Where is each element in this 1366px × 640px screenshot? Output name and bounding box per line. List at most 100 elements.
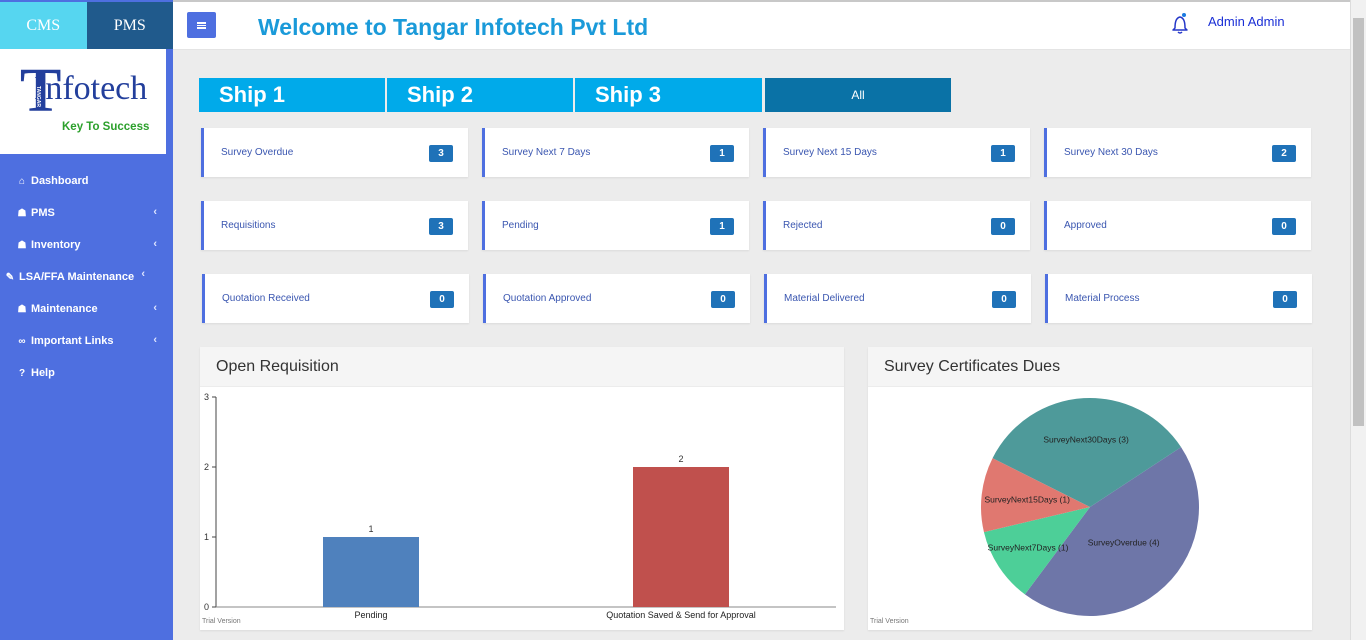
pie-slice-label: SurveyNext15Days (1) (984, 495, 1070, 505)
x-tick-label: Pending (354, 610, 387, 620)
sidebar-item-lsa-ffa-maintenance[interactable]: ✎ LSA/FFA Maintenance ‹ (0, 259, 173, 295)
card-label: Material Process (1065, 293, 1140, 304)
wrench-icon: ✎ (5, 271, 15, 283)
logo-mark: T (20, 57, 61, 125)
sidebar-nav: ⌂ Dashboard ☗ PMS ‹ ☗ Inventory ‹ ✎ LSA/… (0, 165, 173, 389)
company-logo[interactable]: T Infotech Key To Success TANGAR (0, 49, 166, 154)
pie-slice-3 (981, 458, 1090, 533)
pie-slice-2 (983, 507, 1090, 595)
y-tick-label: 3 (204, 392, 209, 402)
count-badge: 0 (992, 291, 1016, 308)
y-tick-label: 1 (204, 532, 209, 542)
open-requisition-panel: Open Requisition 0 1 2 3 1 Pending 2 Quotation … (200, 347, 844, 630)
count-badge: 0 (1273, 291, 1297, 308)
panel-title: Survey Certificates Dues (868, 347, 1312, 387)
module-switcher: CMS PMS (0, 2, 173, 49)
bar-data-label: 2 (678, 454, 683, 464)
panel-title: Open Requisition (200, 347, 844, 387)
sidebar-item-important-links[interactable]: ∞ Important Links ‹ (0, 325, 173, 357)
card-label: Quotation Approved (503, 293, 592, 304)
card-label: Survey Overdue (221, 147, 294, 158)
cms-switch-button[interactable]: CMS (0, 2, 87, 49)
sidebar-item-label: Maintenance (31, 303, 98, 315)
count-badge: 0 (1272, 218, 1296, 235)
card-label: Survey Next 15 Days (783, 147, 877, 158)
user-menu[interactable]: Admin Admin (1208, 14, 1285, 29)
pie-slice-4 (992, 398, 1182, 507)
sidebar-item-help[interactable]: ? Help (0, 357, 173, 389)
count-badge: 0 (430, 291, 454, 308)
user-icon: ☗ (17, 303, 27, 315)
card-label: Approved (1064, 220, 1107, 231)
card-survey-overdue[interactable]: Survey Overdue 3 (201, 128, 468, 177)
bell-icon[interactable] (1169, 11, 1191, 37)
card-survey-next-15-days[interactable]: Survey Next 15 Days 1 (763, 128, 1030, 177)
count-badge: 3 (429, 218, 453, 235)
bar-1 (323, 537, 419, 607)
scrollbar-thumb[interactable] (1353, 18, 1364, 426)
sidebar-item-label: PMS (31, 207, 55, 219)
card-label: Survey Next 30 Days (1064, 147, 1158, 158)
card-label: Survey Next 7 Days (502, 147, 591, 158)
card-quotation-received[interactable]: Quotation Received 0 (202, 274, 469, 323)
tab-all-ships[interactable]: All (765, 78, 951, 112)
pie-slice-1 (1024, 447, 1199, 616)
menu-toggle-button[interactable] (187, 12, 216, 38)
sidebar-item-label: Dashboard (31, 175, 89, 187)
logo-name: Infotech (34, 70, 147, 107)
trial-version-label: Trial Version (870, 618, 909, 625)
tab-ship-1[interactable]: Ship 1 (199, 78, 385, 112)
page-scrollbar[interactable] (1350, 0, 1366, 640)
card-material-process[interactable]: Material Process 0 (1045, 274, 1312, 323)
survey-certificates-panel: Survey Certificates Dues SurveyOverdue (… (868, 347, 1312, 630)
sidebar-item-pms[interactable]: ☗ PMS ‹ (0, 197, 173, 229)
hamburger-icon (197, 21, 206, 29)
link-icon: ∞ (18, 335, 26, 347)
card-survey-next-30-days[interactable]: Survey Next 30 Days 2 (1044, 128, 1311, 177)
card-label: Requisitions (221, 220, 276, 231)
pie-slice-label: SurveyNext30Days (3) (1043, 435, 1129, 445)
sidebar-item-label: Important Links (31, 335, 114, 347)
open-requisition-chart: 0 1 2 3 1 Pending 2 Quotation Saved & Send for … (204, 392, 836, 620)
count-badge: 1 (710, 145, 734, 162)
pms-switch-button[interactable]: PMS (86, 2, 173, 49)
card-rejected[interactable]: Rejected 0 (763, 201, 1030, 250)
sidebar-item-label: Help (31, 367, 55, 379)
sidebar-item-inventory[interactable]: ☗ Inventory ‹ (0, 229, 173, 261)
card-approved[interactable]: Approved 0 (1044, 201, 1311, 250)
pie-slice-label: SurveyNext7Days (1) (988, 543, 1069, 553)
tab-ship-2[interactable]: Ship 2 (387, 78, 573, 112)
sidebar-item-maintenance[interactable]: ☗ Maintenance ‹ (0, 293, 173, 325)
home-icon: ⌂ (18, 175, 26, 187)
top-border (0, 0, 1366, 2)
card-material-delivered[interactable]: Material Delivered 0 (764, 274, 1031, 323)
tab-ship-3[interactable]: Ship 3 (575, 78, 762, 112)
help-icon: ? (18, 367, 26, 379)
sidebar-item-dashboard[interactable]: ⌂ Dashboard (0, 165, 173, 197)
trial-version-label: Trial Version (202, 618, 241, 625)
logo-vertical-text: TANGAR (35, 86, 41, 107)
logo-graphic: T Infotech Key To Success TANGAR (20, 57, 149, 133)
x-tick-label: Quotation Saved & Send for Approval (606, 610, 756, 620)
user-icon: ☗ (17, 207, 27, 219)
card-quotation-approved[interactable]: Quotation Approved 0 (483, 274, 750, 323)
user-icon: ☗ (17, 239, 27, 251)
sidebar-item-label: LSA/FFA Maintenance (19, 271, 135, 283)
sidebar-item-label: Inventory (31, 239, 81, 251)
y-tick-label: 2 (204, 462, 209, 472)
card-label: Quotation Received (222, 293, 310, 304)
card-pending[interactable]: Pending 1 (482, 201, 749, 250)
card-requisitions[interactable]: Requisitions 3 (201, 201, 468, 250)
card-label: Material Delivered (784, 293, 865, 304)
chevron-left-icon: ‹ (153, 302, 157, 314)
count-badge: 0 (711, 291, 735, 308)
chevron-left-icon: ‹ (153, 238, 157, 250)
y-tick-label: 0 (204, 602, 209, 612)
top-header: Welcome to Tangar Infotech Pvt Ltd Admin… (173, 2, 1350, 50)
card-survey-next-7-days[interactable]: Survey Next 7 Days 1 (482, 128, 749, 177)
sidebar: CMS PMS T Infotech Key To Success TANGAR… (0, 0, 173, 640)
page-title: Welcome to Tangar Infotech Pvt Ltd (258, 14, 649, 40)
count-badge: 1 (710, 218, 734, 235)
bar-data-label: 1 (368, 524, 373, 534)
